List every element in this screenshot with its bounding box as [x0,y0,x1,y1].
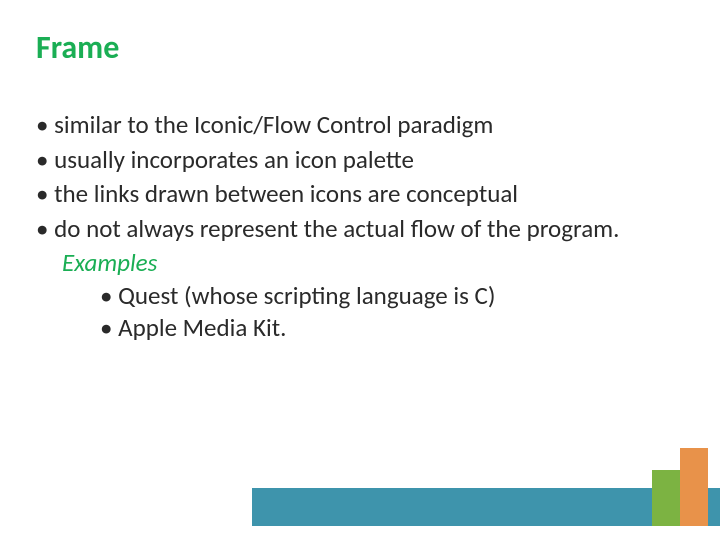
decor-bar-teal [252,488,720,526]
bullet-item: • do not always represent the actual flo… [36,213,684,246]
examples-heading: Examples [62,247,684,280]
bullet-item: • similar to the Iconic/Flow Control par… [36,109,684,142]
bullet-item: • usually incorporates an icon palette [36,144,684,177]
decor-bar-green [652,470,680,526]
decor-bar-orange [680,448,708,526]
slide-title: Frame [36,28,684,67]
slide-body: • similar to the Iconic/Flow Control par… [36,109,684,345]
bullet-item: • the links drawn between icons are conc… [36,178,684,211]
slide: Frame • similar to the Iconic/Flow Contr… [0,0,720,540]
example-item: • Apple Media Kit. [100,312,684,345]
example-item: • Quest (whose scripting language is C) [100,280,684,313]
